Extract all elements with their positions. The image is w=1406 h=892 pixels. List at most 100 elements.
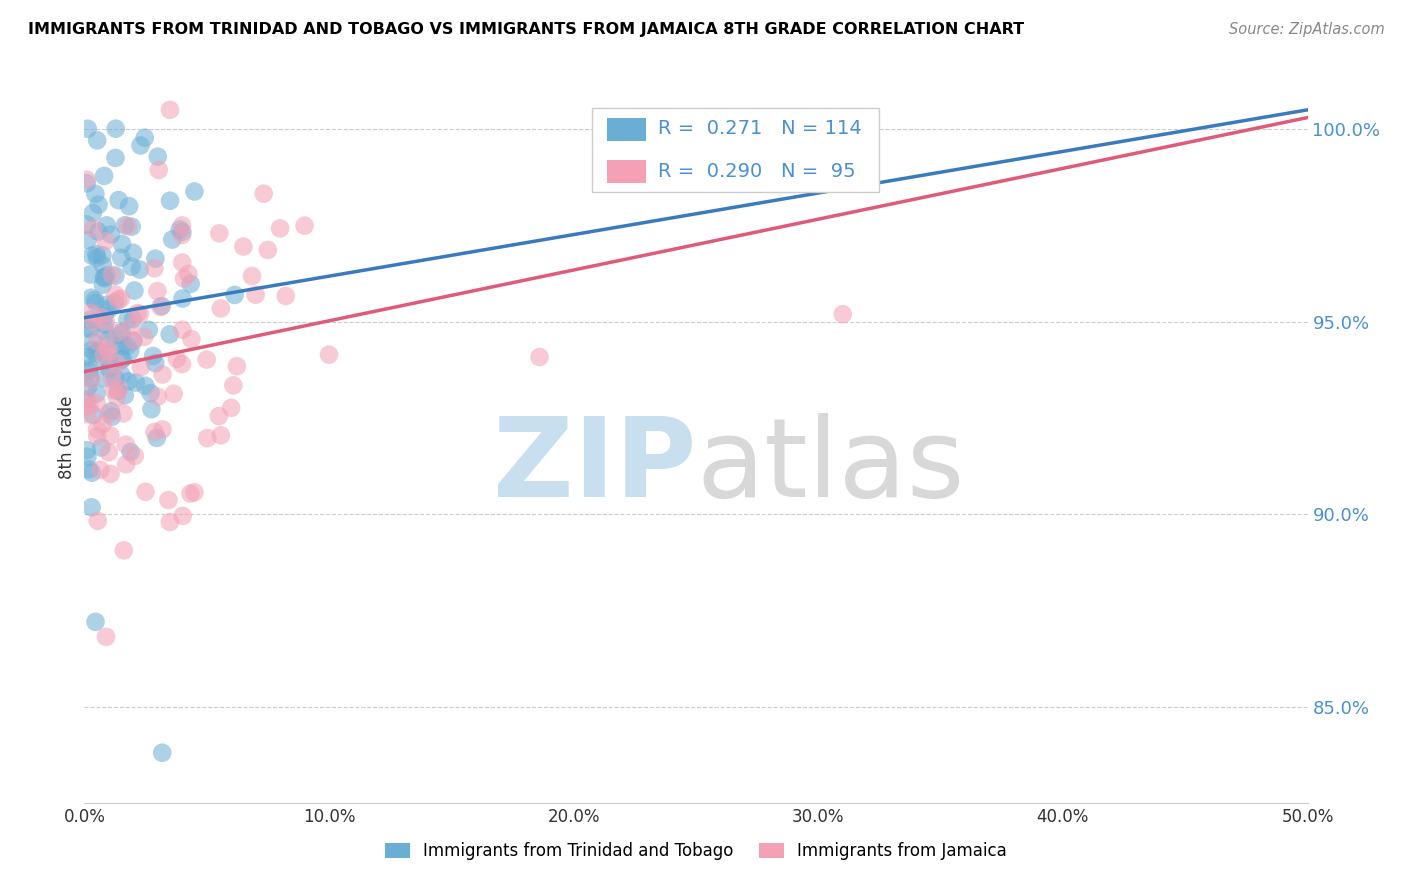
Point [76,350,98,364]
Point [141,402,163,417]
Point [114,219,136,233]
Point [180,277,202,291]
Point [142,349,165,363]
Point [91,258,114,272]
Point [195,431,218,445]
Point [170,227,193,242]
Point [98,302,121,317]
Point [86,396,108,410]
Point [152,368,174,382]
Point [120,343,142,358]
Point [104,268,127,283]
Point [107,293,129,307]
Point [111,351,134,366]
Point [91,417,114,432]
Point [87,343,110,358]
Point [245,287,267,301]
Point [91,248,114,262]
Point [79,361,101,376]
Point [87,225,110,239]
Point [110,251,132,265]
Point [143,356,166,370]
FancyBboxPatch shape [592,108,880,192]
Point [145,252,167,266]
Point [94,371,117,385]
Point [177,267,200,281]
Point [93,270,115,285]
Point [80,343,103,357]
Point [143,425,166,439]
Point [84,346,107,360]
Point [89,463,111,477]
Point [90,441,112,455]
Point [79,321,101,335]
Text: ZIP: ZIP [492,413,696,520]
Point [76,233,98,247]
FancyBboxPatch shape [606,160,645,183]
Point [96,298,118,312]
Point [76,321,98,335]
Point [86,514,108,528]
Point [80,291,103,305]
Point [122,312,145,326]
Point [105,357,128,371]
Legend: Immigrants from Trinidad and Tobago, Immigrants from Jamaica: Immigrants from Trinidad and Tobago, Imm… [385,842,1007,860]
Point [79,371,101,385]
Text: R =  0.290   N =  95: R = 0.290 N = 95 [658,161,856,180]
Point [82,335,104,350]
Point [76,407,98,421]
Point [93,324,115,338]
Point [149,300,172,314]
Point [76,392,98,407]
Point [117,339,139,353]
Point [209,428,232,442]
Point [82,315,104,329]
Point [121,260,143,274]
Point [76,177,98,191]
Point [138,323,160,337]
Point [135,379,157,393]
Point [104,151,127,165]
Point [169,222,191,236]
Point [124,449,146,463]
Point [82,206,104,220]
Point [93,309,115,323]
Text: R =  0.271   N = 114: R = 0.271 N = 114 [658,120,862,138]
Point [111,338,134,352]
Point [84,296,107,310]
Point [208,409,231,424]
Point [104,371,127,385]
Point [183,185,205,199]
Point [97,354,120,368]
Point [98,332,121,346]
Point [120,445,142,459]
Point [86,429,108,443]
Point [83,293,105,307]
Point [159,103,181,117]
Point [86,247,108,261]
Point [129,138,152,153]
Point [93,352,115,367]
Point [134,330,156,344]
Point [86,251,108,265]
Point [84,615,107,629]
Point [127,306,149,320]
Point [110,368,132,382]
Point [97,407,120,421]
Point [87,197,110,211]
Point [97,345,120,359]
Point [146,150,169,164]
Point [318,348,340,362]
Text: atlas: atlas [696,413,965,520]
Point [152,422,174,436]
Point [118,199,141,213]
Point [80,373,103,387]
Point [122,245,145,260]
Point [179,486,201,500]
Point [148,163,170,178]
Point [89,310,111,324]
Point [93,348,115,362]
Point [115,437,138,451]
Point [117,219,139,233]
Point [79,306,101,320]
